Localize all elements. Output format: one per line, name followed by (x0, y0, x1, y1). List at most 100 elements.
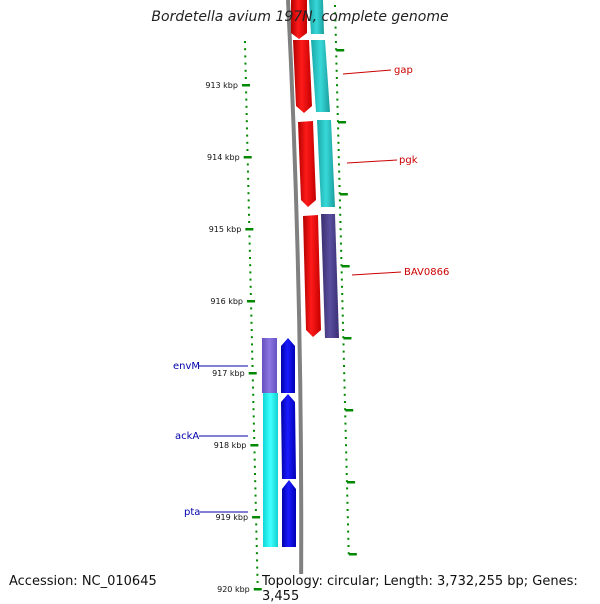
minor-tick (253, 429, 256, 432)
minor-tick (255, 530, 258, 533)
minor-tick (247, 206, 250, 209)
minor-tick (345, 444, 348, 447)
minor-tick (341, 321, 344, 324)
minor-tick (247, 199, 250, 202)
minor-tick (339, 228, 342, 231)
major-tick (248, 372, 257, 375)
gene-label-ackA[interactable]: ackA (175, 431, 199, 442)
minor-tick (249, 285, 252, 288)
minor-tick (341, 285, 344, 288)
minor-tick (337, 156, 340, 159)
gene-arrow-envM[interactable] (281, 338, 295, 393)
minor-tick (342, 350, 345, 353)
minor-tick (253, 465, 256, 468)
minor-tick (341, 314, 344, 317)
minor-tick (254, 487, 257, 490)
gene-label-BAV0866[interactable]: BAV0866 (404, 267, 449, 278)
major-tick (339, 193, 348, 196)
major-tick (343, 337, 352, 340)
minor-tick (339, 221, 342, 223)
minor-tick (252, 393, 255, 396)
minor-tick (254, 501, 257, 504)
minor-tick (244, 48, 247, 51)
minor-tick (340, 271, 343, 274)
gene-label-pta[interactable]: pta (184, 507, 200, 518)
major-tick (345, 409, 354, 412)
gene-label-envM[interactable]: envM (173, 361, 200, 372)
major-tick (253, 588, 262, 591)
minor-tick (249, 293, 252, 295)
minor-tick (252, 401, 255, 403)
minor-tick (248, 242, 251, 245)
minor-tick (346, 487, 349, 490)
gene-arrow-gap[interactable] (291, 0, 307, 39)
minor-tick (253, 437, 256, 439)
minor-tick (347, 530, 350, 533)
minor-tick (343, 401, 346, 403)
minor-tick (339, 213, 342, 216)
cog-box-gap (311, 40, 330, 112)
minor-tick (345, 451, 348, 454)
gene-label-pgk[interactable]: pgk (399, 155, 418, 166)
gene-arrow-pgk[interactable] (298, 121, 316, 207)
minor-tick (336, 84, 339, 87)
minor-tick (245, 91, 248, 94)
minor-tick (334, 26, 337, 29)
minor-tick (337, 127, 340, 130)
minor-tick (251, 379, 254, 382)
minor-tick (345, 473, 348, 475)
minor-tick (347, 552, 350, 555)
minor-tick (346, 516, 349, 519)
minor-tick (344, 415, 347, 418)
minor-tick (255, 523, 258, 526)
tick-label: 915 kbp (209, 225, 242, 234)
gene-arrow-BAV0866[interactable] (303, 215, 321, 337)
tick-label: 919 kbp (215, 513, 248, 522)
minor-tick (344, 408, 347, 411)
cog-box-BAV0866 (321, 214, 339, 338)
minor-tick (335, 69, 338, 72)
minor-tick (253, 458, 256, 461)
accession-text: Accession: NC_010645 (9, 574, 157, 589)
minor-tick (248, 257, 251, 259)
gene-arrow-gap[interactable] (293, 40, 312, 113)
major-tick (243, 156, 252, 159)
minor-tick (337, 149, 340, 151)
minor-tick (338, 177, 341, 180)
minor-tick (339, 206, 342, 209)
minor-tick (246, 149, 249, 151)
minor-tick (336, 91, 339, 94)
minor-tick (340, 278, 343, 281)
gene-arrow-ackA[interactable] (281, 394, 296, 479)
minor-tick (249, 264, 252, 267)
minor-tick (251, 350, 254, 353)
tick-label: 913 kbp (205, 81, 238, 90)
minor-tick (335, 48, 338, 51)
minor-tick (336, 98, 339, 101)
major-tick (241, 84, 250, 87)
minor-tick (244, 69, 247, 72)
minor-tick (248, 235, 251, 238)
minor-tick (244, 77, 247, 79)
minor-tick (335, 77, 338, 79)
minor-tick (345, 465, 348, 468)
minor-tick (246, 134, 249, 137)
left-tick-ring: 913 kbp 914 kbp 915 kbp 916 kbp 917 kbp 918 k… (205, 41, 262, 594)
minor-tick (246, 141, 249, 144)
gene-label-gap[interactable]: gap (394, 65, 413, 76)
gene-arrow-pta[interactable] (282, 480, 296, 547)
genome-backbone (286, 0, 304, 600)
minor-tick (256, 581, 259, 583)
minor-tick (245, 120, 248, 123)
minor-tick (340, 257, 343, 259)
map-title: Bordetella avium 197N, complete genome (151, 9, 449, 25)
minor-tick (254, 509, 257, 511)
leader-BAV0866 (351, 271, 402, 276)
minor-tick (337, 141, 340, 144)
minor-tick (248, 249, 251, 252)
minor-tick (334, 5, 337, 7)
major-tick (348, 553, 357, 556)
right-tick-ring (334, 5, 357, 592)
minor-tick (248, 221, 251, 223)
